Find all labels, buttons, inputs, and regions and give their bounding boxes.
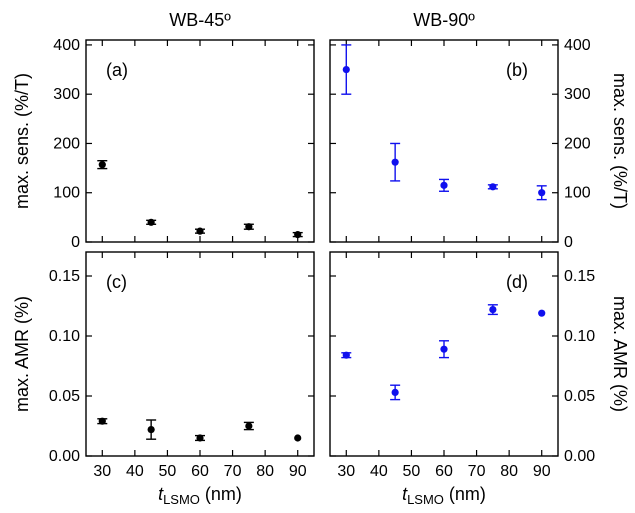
y-axis-label-amr-left: max. AMR (%) — [12, 296, 32, 412]
data-point — [489, 183, 497, 191]
data-point — [98, 417, 106, 425]
data-point — [440, 345, 448, 353]
data-point — [245, 223, 253, 231]
panel-c: 30 40 50 60 70 80 90 0.00 0.05 0.10 0.15 (c) — [49, 251, 315, 480]
data-point — [147, 426, 155, 434]
y-axis-label-amr-right: max. AMR (%) — [610, 296, 630, 412]
column-title-left: WB-45º — [169, 10, 231, 30]
data-point — [538, 189, 546, 197]
data-point — [245, 422, 253, 430]
data-point — [294, 434, 302, 442]
data-point — [391, 388, 399, 396]
x-tick-label: 40 — [370, 463, 388, 480]
y-tick-label: 200 — [53, 135, 80, 152]
panel-label: (d) — [506, 272, 528, 292]
x-tick-label: 60 — [191, 463, 209, 480]
panels: 0 100 200 300 400 (a) 0 100 200 300 400 (b) 30 40 50 60… — [49, 37, 595, 480]
y-tick-label: 300 — [53, 86, 80, 103]
y-tick-label: 200 — [564, 135, 591, 152]
x-tick-label: 80 — [500, 463, 518, 480]
panel-d: 30 40 50 60 70 80 90 0.00 0.05 0.10 0.15 (d) — [329, 251, 595, 480]
panel-label: (a) — [106, 60, 128, 80]
panel-label: (b) — [506, 60, 528, 80]
y-tick-label: 0.05 — [564, 388, 595, 405]
data-point — [196, 434, 204, 442]
data-point — [98, 161, 106, 169]
x-tick-label: 70 — [224, 463, 242, 480]
y-tick-label: 0.10 — [564, 328, 595, 345]
x-tick-label: 50 — [159, 463, 177, 480]
y-tick-label: 0.00 — [564, 448, 595, 465]
data-point — [538, 309, 546, 317]
data-point — [147, 218, 155, 226]
y-tick-label: 0.05 — [49, 388, 80, 405]
y-tick-label: 0.10 — [49, 328, 80, 345]
x-tick-label: 80 — [256, 463, 274, 480]
y-tick-label: 400 — [564, 37, 591, 54]
x-tick-label: 60 — [435, 463, 453, 480]
x-tick-label: 30 — [93, 463, 111, 480]
data-point — [196, 227, 204, 235]
data-point — [342, 65, 350, 74]
data-point — [294, 231, 302, 239]
y-tick-label: 100 — [564, 185, 591, 202]
data-point — [342, 351, 350, 359]
panel-b: 0 100 200 300 400 (b) — [329, 37, 591, 251]
x-tick-label: 90 — [289, 463, 307, 480]
x-tick-label: 40 — [126, 463, 144, 480]
panel-a: 0 100 200 300 400 (a) — [53, 37, 315, 251]
y-tick-label: 0.15 — [564, 268, 595, 285]
y-tick-label: 100 — [53, 185, 80, 202]
y-tick-label: 0.00 — [49, 448, 80, 465]
x-tick-label: 70 — [468, 463, 486, 480]
data-point — [489, 306, 497, 314]
x-tick-label: 30 — [337, 463, 355, 480]
y-axis-label-sens-right: max. sens. (%/T) — [610, 73, 630, 209]
panel-label: (c) — [106, 272, 127, 292]
y-tick-label: 0 — [71, 234, 80, 251]
y-tick-label: 0.15 — [49, 268, 80, 285]
x-tick-label: 50 — [403, 463, 421, 480]
y-tick-label: 400 — [53, 37, 80, 54]
data-point — [391, 158, 399, 166]
y-axis-label-sens-left: max. sens. (%/T) — [12, 73, 32, 209]
column-title-right: WB-90º — [413, 10, 475, 30]
data-point — [440, 181, 448, 189]
x-tick-label: 90 — [533, 463, 551, 480]
y-tick-label: 0 — [564, 234, 573, 251]
y-tick-label: 300 — [564, 86, 591, 103]
x-axis-label-left: tLSMO (nm) — [158, 484, 242, 507]
x-axis-label-right: tLSMO (nm) — [402, 484, 486, 507]
